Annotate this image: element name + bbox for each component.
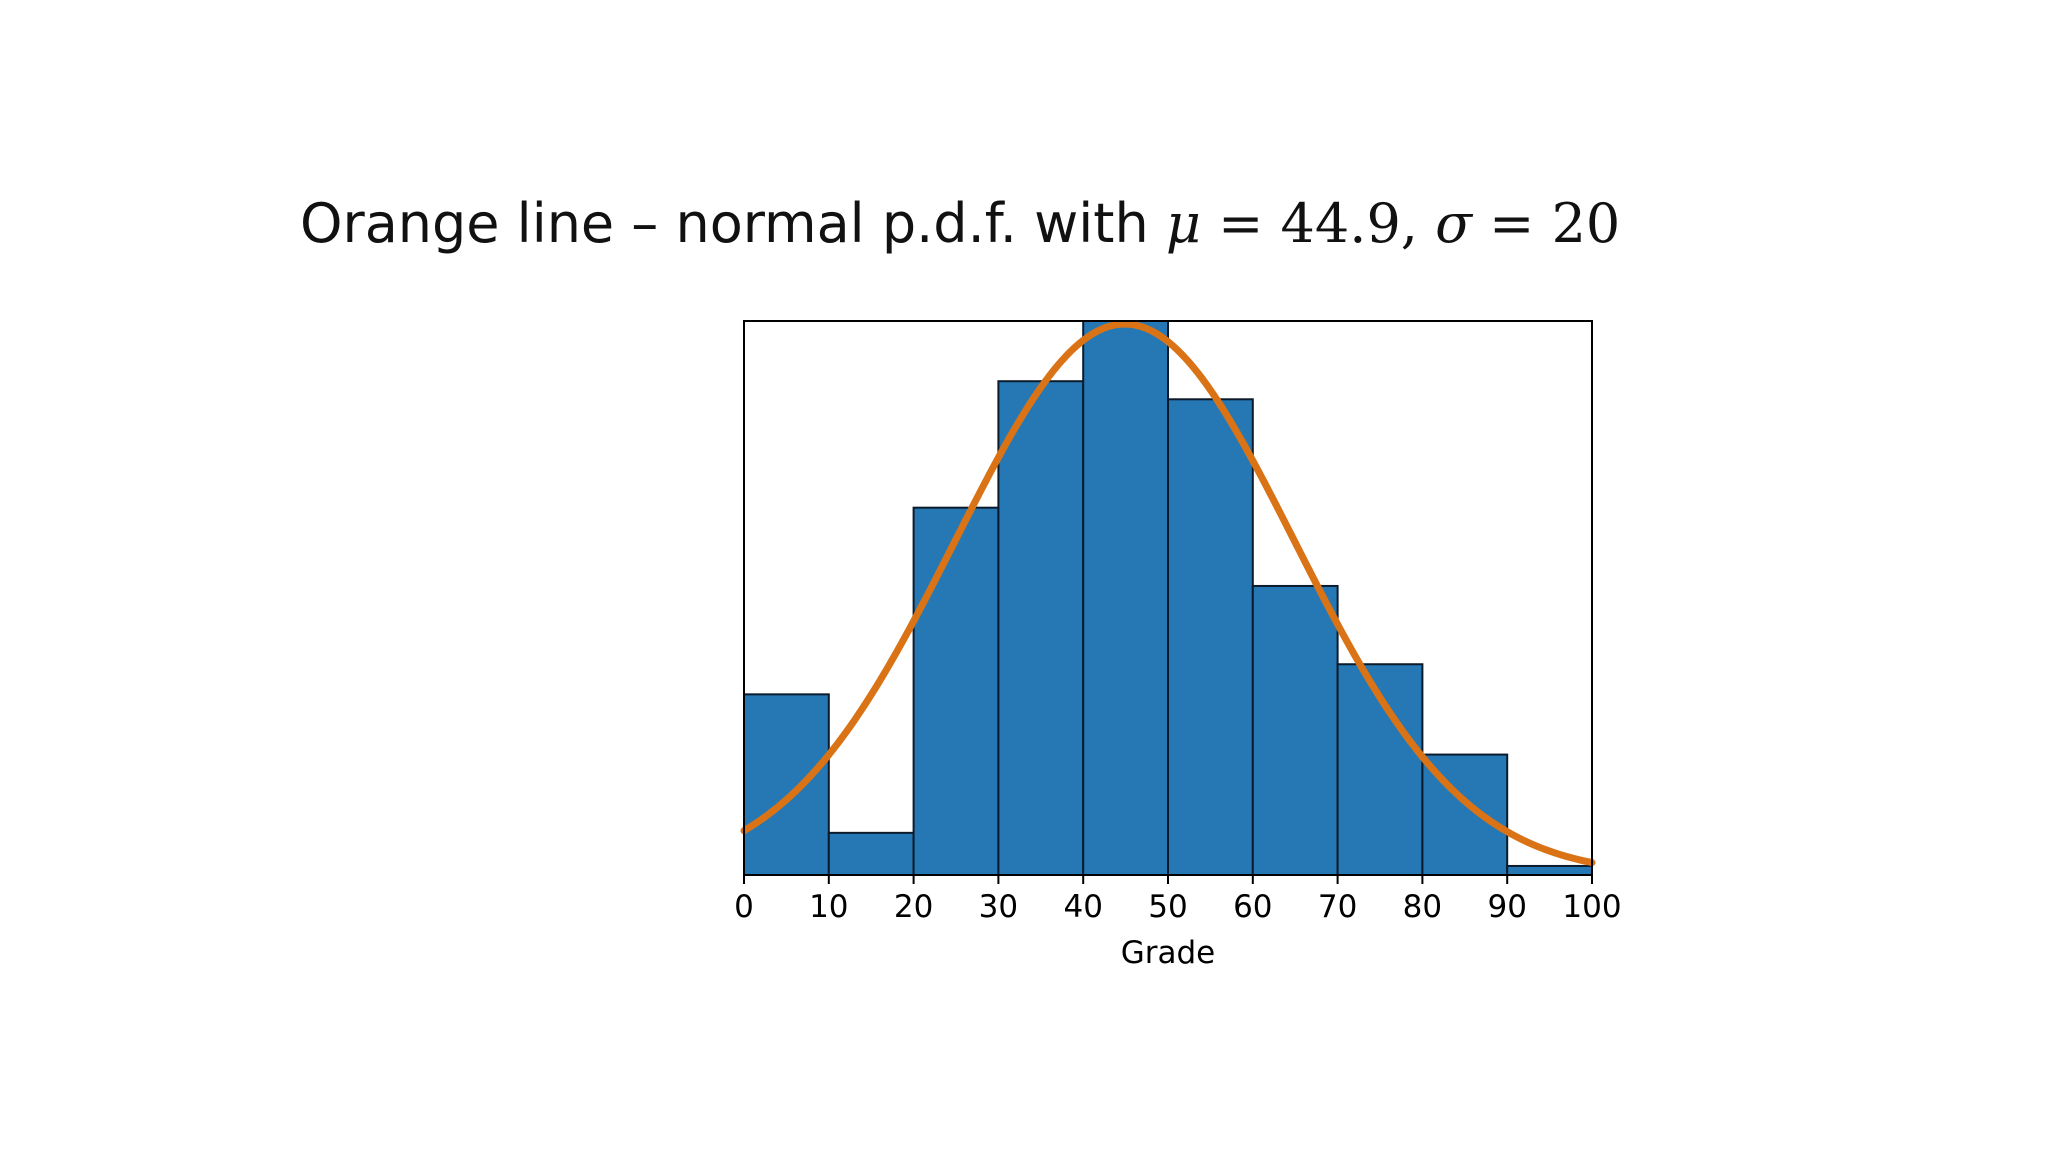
histogram-bar (827, 831, 915, 877)
sigma-symbol: σ (1435, 192, 1472, 255)
x-axis: 0 10 20 30 40 50 60 70 80 90 100 (734, 875, 1622, 925)
mu-value: = 44.9, (1200, 192, 1436, 255)
histogram-bar (997, 380, 1085, 876)
x-tick-label: 90 (1487, 889, 1526, 925)
x-axis-title: Grade (1121, 935, 1216, 971)
histogram-bar (912, 506, 1000, 876)
x-tick-label: 20 (894, 889, 933, 925)
normal-pdf-curve (740, 320, 1596, 867)
histogram-bar (1167, 398, 1254, 876)
bars-layer (743, 320, 1593, 877)
histogram-bar (1251, 584, 1339, 877)
x-tick-label: 30 (979, 889, 1018, 925)
x-tick-label: 100 (1562, 889, 1621, 925)
heading-prefix: Orange line – normal p.d.f. with (300, 192, 1166, 255)
sigma-value: = 20 (1472, 192, 1621, 255)
mu-symbol: μ (1165, 192, 1201, 255)
x-tick-label: 80 (1403, 889, 1442, 925)
x-tick-label: 40 (1063, 889, 1102, 925)
curve-layer (740, 320, 1596, 867)
x-tick-label: 60 (1233, 889, 1272, 925)
histogram-bar (1506, 864, 1593, 877)
x-tick-label: 0 (734, 889, 754, 925)
x-tick-label: 70 (1318, 889, 1357, 925)
histogram-bar (743, 693, 830, 877)
histogram-bar (1082, 320, 1169, 876)
x-tick-label: 50 (1148, 889, 1187, 925)
heading-math: μ = 44.9, σ = 20 (1166, 192, 1620, 255)
slide-heading: Orange line – normal p.d.f. with μ = 44.… (300, 186, 1620, 262)
x-tick-label: 10 (809, 889, 848, 925)
